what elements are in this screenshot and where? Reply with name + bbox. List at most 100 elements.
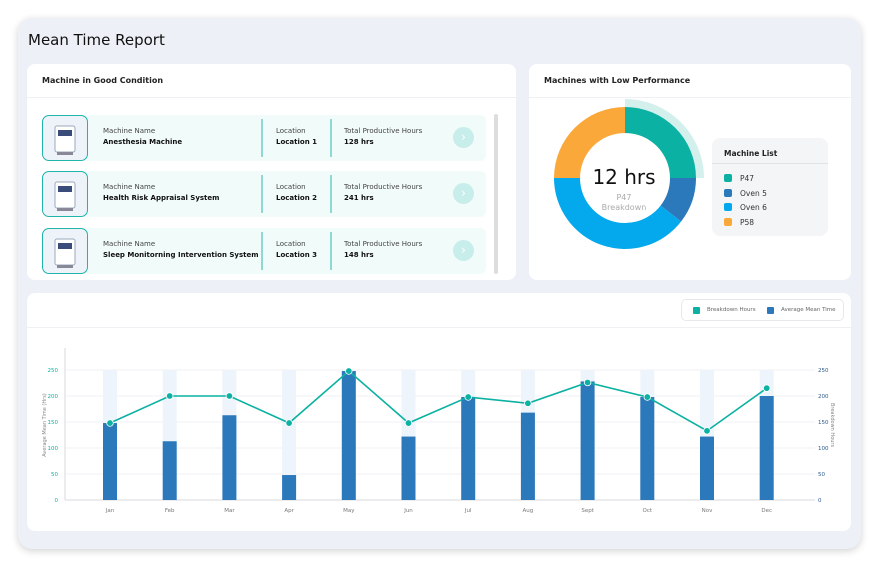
line-point-mar[interactable] <box>225 392 234 400</box>
machine-list-label: Oven 5 <box>740 188 767 198</box>
bar-background <box>282 370 297 500</box>
bar-may[interactable] <box>341 371 356 500</box>
machine-list-item[interactable]: Oven 6 <box>724 203 767 212</box>
y-axis-label: Average Mean Time (Hrs) <box>42 393 48 457</box>
bar-apr[interactable] <box>282 475 297 500</box>
bar-jul[interactable] <box>461 397 476 500</box>
y-tick-label: 50 <box>51 472 58 478</box>
machine-list-label: Oven 6 <box>740 203 767 212</box>
donut-slice-oven-6[interactable] <box>554 178 682 249</box>
y-tick-label: 0 <box>55 498 59 504</box>
bar-dec[interactable] <box>759 396 774 500</box>
x-tick-label: Feb <box>165 508 175 514</box>
machine-row[interactable]: Machine Name Sleep Monitorning Intervent… <box>42 228 486 274</box>
machine-list-item[interactable]: P47 <box>724 174 754 183</box>
card-header: Machine in Good Condition <box>27 64 516 98</box>
x-tick-label: Jul <box>464 508 472 514</box>
machine-row[interactable]: Machine Name Anesthesia Machine Location… <box>42 115 486 161</box>
divider <box>330 119 332 157</box>
x-tick-label: Dec <box>761 508 772 514</box>
machine-list-item[interactable]: Oven 5 <box>724 188 767 198</box>
machine-name-label: Machine Name <box>103 240 156 248</box>
divider <box>27 327 851 328</box>
donut-slice-oven-5[interactable] <box>660 178 696 222</box>
y-tick-label: 150 <box>48 420 59 426</box>
divider <box>261 232 263 270</box>
machine-list-label: P58 <box>740 217 755 227</box>
bar-jun[interactable] <box>401 436 416 500</box>
machine-name: Health Risk Appraisal System <box>103 194 220 202</box>
hours-label: Total Productive Hours <box>344 183 423 191</box>
location-label: Location <box>276 183 306 191</box>
machine-name: Sleep Monitorning Intervention System <box>103 251 259 259</box>
breakdown-legend-swatch <box>693 307 700 314</box>
mean-time-legend-swatch <box>767 307 774 314</box>
y2-tick-label: 0 <box>818 498 822 504</box>
divider <box>261 119 263 157</box>
donut-sub1: P47 <box>616 193 632 202</box>
donut-slice-p47[interactable] <box>625 107 696 178</box>
hours-value: 148 hrs <box>344 251 374 259</box>
location-value: Location 2 <box>276 194 317 202</box>
x-tick-label: Jun <box>403 508 413 514</box>
bar-sept[interactable] <box>580 381 595 500</box>
hours-label: Total Productive Hours <box>344 240 423 248</box>
x-tick-label: Oct <box>643 508 653 514</box>
legend-breakdown-hours[interactable]: Breakdown Hours <box>707 307 756 313</box>
x-tick-label: May <box>343 508 355 514</box>
line-point-jan[interactable] <box>106 419 114 427</box>
legend-average-mean-time[interactable]: Average Mean Time <box>781 307 836 313</box>
hours-value: 128 hrs <box>344 138 374 146</box>
breakdown-line <box>109 369 768 432</box>
machine-list-item[interactable]: P58 <box>724 217 755 227</box>
machine-row[interactable]: Machine Name Health Risk Appraisal Syste… <box>42 171 486 217</box>
legend-swatch <box>724 217 732 226</box>
bar-aug[interactable] <box>520 412 535 500</box>
line-point-feb[interactable] <box>165 392 174 400</box>
bar-jan[interactable] <box>103 423 117 500</box>
machine-name-label: Machine Name <box>103 183 156 191</box>
y2-axis-label: Breakdown Hours <box>829 403 835 448</box>
chevron-right-button[interactable]: › <box>453 240 474 261</box>
donut-center-label: P47 Breakdown <box>584 193 664 213</box>
location-label: Location <box>276 127 306 135</box>
y-tick-label: 100 <box>48 446 59 452</box>
machine-list-title: Machine List <box>712 138 828 164</box>
bar-oct[interactable] <box>640 397 655 500</box>
machine-list-legend: Machine List P47 Oven 5 Oven 6 P58 <box>712 138 828 236</box>
line-point-may[interactable] <box>345 367 353 375</box>
chevron-right-button[interactable]: › <box>453 183 474 204</box>
line-point-apr[interactable] <box>285 419 293 427</box>
machine-image <box>42 115 88 161</box>
x-tick-label: Sept <box>581 508 594 514</box>
line-point-aug[interactable] <box>524 399 532 407</box>
highlight-arc <box>625 99 704 178</box>
line-point-jul[interactable] <box>464 393 472 401</box>
line-point-oct[interactable] <box>643 393 651 401</box>
donut-chart <box>554 99 704 249</box>
y2-tick-label: 250 <box>818 368 829 374</box>
legend-swatch <box>724 188 732 197</box>
donut-sub2: Breakdown <box>601 203 647 212</box>
chevron-right-button[interactable]: › <box>453 127 474 148</box>
divider <box>330 232 332 270</box>
line-point-dec[interactable] <box>763 384 771 392</box>
line-point-nov[interactable] <box>703 427 711 435</box>
donut-slice-p58[interactable] <box>554 107 625 178</box>
y2-tick-label: 200 <box>818 394 829 400</box>
line-point-jun[interactable] <box>404 419 413 427</box>
legend-swatch <box>724 174 732 182</box>
hours-value: 241 hrs <box>344 194 374 202</box>
line-point-sept[interactable] <box>583 378 592 387</box>
scrollbar[interactable] <box>494 114 498 274</box>
location-value: Location 1 <box>276 138 317 146</box>
location-label: Location <box>276 240 306 248</box>
bar-nov[interactable] <box>700 436 714 500</box>
x-tick-label: Jan <box>105 508 115 514</box>
bar-feb[interactable] <box>162 441 177 500</box>
machine-name: Anesthesia Machine <box>103 138 183 146</box>
bar-mar[interactable] <box>222 415 237 500</box>
donut-center-value: 12 hrs <box>592 165 656 189</box>
y2-tick-label: 100 <box>818 446 829 452</box>
